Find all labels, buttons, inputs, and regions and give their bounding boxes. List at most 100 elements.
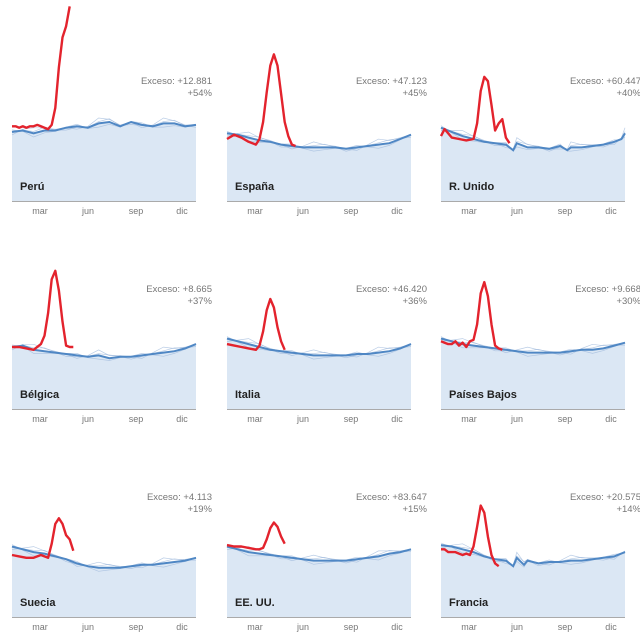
- x-tick-label: mar: [247, 622, 263, 632]
- country-name: Francia: [449, 597, 489, 609]
- country-name: EE. UU.: [235, 597, 275, 609]
- excess-label: Exceso: +20.575 +14%: [570, 492, 640, 516]
- past-year-line: [226, 339, 412, 359]
- baseline-area: [12, 344, 196, 409]
- x-tick-label: dic: [605, 622, 617, 632]
- current-year-line: [226, 297, 286, 352]
- x-tick-label: dic: [176, 414, 188, 424]
- chart-panel: mar jun sep dic Exceso: +8.665 +37% Bélgica: [11, 208, 212, 424]
- x-tick-label: jun: [510, 622, 523, 632]
- x-tick-label: dic: [605, 414, 617, 424]
- past-year-line: [11, 343, 197, 361]
- x-tick-label: sep: [129, 622, 144, 632]
- excess-percent: +45%: [402, 88, 427, 99]
- x-tick-label: jun: [510, 206, 523, 216]
- current-year-line: [440, 280, 503, 351]
- excess-label: Exceso: +83.647 +15%: [356, 492, 427, 516]
- current-year-line: [12, 6, 71, 131]
- x-tick-label: mar: [32, 206, 48, 216]
- country-name: Suecia: [20, 597, 56, 609]
- country-name: Bélgica: [20, 389, 60, 401]
- past-year-line: [440, 339, 625, 356]
- x-tick-label: jun: [296, 622, 309, 632]
- x-tick-label: mar: [461, 206, 477, 216]
- past-year-line: [440, 542, 626, 568]
- chart-panel: mar jun sep dic Exceso: +4.113 +19% Suecia: [11, 416, 212, 632]
- excess-value: Exceso: +8.665: [146, 284, 212, 295]
- chart-svg: mar jun sep dic: [226, 53, 412, 216]
- current-year-line: [12, 269, 74, 352]
- current-year-line: [441, 504, 500, 568]
- excess-label: Exceso: +60.447 +40%: [570, 76, 640, 100]
- baseline-area: [227, 338, 411, 409]
- excess-percent: +19%: [187, 504, 212, 515]
- chart-panel: mar jun sep dic Exceso: +20.575 +14% Francia: [440, 416, 640, 632]
- excess-value: Exceso: +60.447: [569, 76, 640, 87]
- excess-value: Exceso: +47.123: [355, 76, 427, 87]
- current-year-line: [439, 75, 511, 144]
- excess-percent: +15%: [402, 504, 427, 515]
- x-tick-label: sep: [344, 414, 359, 424]
- chart-svg: mar jun sep dic: [440, 280, 626, 424]
- baseline-area: [227, 546, 411, 617]
- x-tick-label: dic: [391, 414, 403, 424]
- chart-panel: mar jun sep dic Exceso: +47.123 +45% España: [226, 0, 427, 216]
- baseline-line: [440, 126, 626, 152]
- x-tick-label: dic: [391, 206, 403, 216]
- excess-percent: +54%: [187, 88, 212, 99]
- x-tick-label: sep: [558, 414, 573, 424]
- baseline-area: [12, 122, 196, 201]
- chart-svg: mar jun sep dic: [226, 297, 412, 424]
- excess-label: Exceso: +4.113 +19%: [147, 492, 212, 516]
- excess-value: Exceso: +12.881: [140, 76, 212, 87]
- past-year-line: [226, 544, 412, 565]
- country-name: Perú: [20, 181, 45, 193]
- x-tick-label: dic: [176, 206, 188, 216]
- chart-svg: mar jun sep dic: [439, 75, 626, 216]
- chart-svg: mar jun sep dic: [440, 504, 626, 632]
- x-tick-label: sep: [344, 622, 359, 632]
- baseline-line: [11, 545, 197, 569]
- country-name: R. Unido: [449, 181, 495, 193]
- excess-value: Exceso: +4.113: [146, 492, 212, 503]
- excess-percent: +14%: [616, 504, 640, 515]
- baseline-area: [227, 133, 411, 201]
- x-tick-label: jun: [296, 414, 309, 424]
- baseline-line: [11, 120, 197, 135]
- baseline-area: [441, 338, 625, 409]
- excess-value: Exceso: +83.647: [355, 492, 427, 503]
- baseline-line: [440, 337, 626, 354]
- excess-label: Exceso: +12.881 +54%: [141, 76, 212, 100]
- baseline-line: [226, 545, 412, 562]
- chart-panel: mar jun sep dic Exceso: +60.447 +40% R. Unido: [439, 0, 640, 216]
- country-name: España: [235, 181, 275, 193]
- past-year-line: [11, 344, 197, 360]
- x-tick-label: mar: [32, 622, 48, 632]
- chart-svg: mar jun sep dic: [11, 517, 197, 632]
- excess-label: Exceso: +47.123 +45%: [356, 76, 427, 100]
- chart-panel: mar jun sep dic Exceso: +12.881 +54% Perú: [11, 0, 212, 216]
- x-tick-label: dic: [391, 622, 403, 632]
- x-tick-label: mar: [32, 414, 48, 424]
- x-tick-label: jun: [81, 622, 94, 632]
- chart-svg: mar jun sep dic: [226, 521, 412, 632]
- past-year-line: [11, 547, 196, 569]
- chart-svg: mar jun sep dic: [11, 269, 197, 424]
- chart-panel: mar jun sep dic Exceso: +83.647 +15% EE. UU.: [226, 416, 427, 632]
- baseline-line: [11, 343, 197, 360]
- x-tick-label: jun: [296, 206, 309, 216]
- past-year-line: [11, 121, 197, 138]
- x-tick-label: mar: [461, 622, 477, 632]
- x-tick-label: dic: [176, 622, 188, 632]
- current-year-line: [11, 517, 75, 560]
- excess-value: Exceso: +46.420: [355, 284, 427, 295]
- x-tick-label: mar: [247, 414, 263, 424]
- x-tick-label: sep: [129, 414, 144, 424]
- excess-percent: +30%: [616, 296, 640, 307]
- excess-percent: +40%: [616, 88, 640, 99]
- x-tick-label: sep: [558, 622, 573, 632]
- baseline-line: [440, 544, 626, 568]
- current-year-line: [226, 521, 286, 551]
- x-tick-label: mar: [461, 414, 477, 424]
